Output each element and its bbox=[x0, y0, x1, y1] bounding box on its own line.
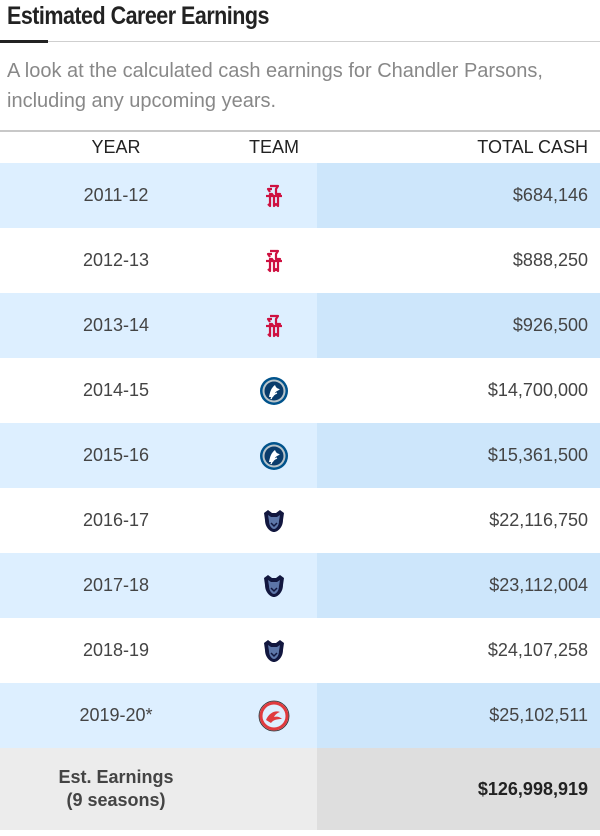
rockets-logo-icon bbox=[258, 180, 290, 212]
rockets-logo-icon bbox=[258, 245, 290, 277]
year-cell: 2015-16 bbox=[82, 445, 150, 465]
table-row: 2019-20* $25,102,511 bbox=[0, 683, 600, 748]
page-title: Estimated Career Earnings bbox=[7, 2, 269, 30]
table-header: YEAR TEAM TOTAL CASH bbox=[0, 130, 600, 163]
footer-total: $126,998,919 bbox=[317, 748, 600, 830]
year-cell: 2014-15 bbox=[82, 380, 150, 400]
team-cell bbox=[232, 358, 316, 423]
team-cell bbox=[232, 553, 316, 618]
table-row: 2017-18 $23,112,004 bbox=[0, 553, 600, 618]
total-cash-cell: $22,116,750 bbox=[489, 510, 588, 530]
footer-label: Est. Earnings (9 seasons) bbox=[0, 748, 232, 830]
table-footer-row: Est. Earnings (9 seasons) $126,998,919 bbox=[0, 748, 600, 830]
total-cash-cell: $24,107,258 bbox=[487, 640, 588, 660]
footer-label-line1: Est. Earnings bbox=[58, 767, 174, 787]
year-cell: 2013-14 bbox=[82, 315, 150, 335]
table-row: 2016-17 $22,116,750 bbox=[0, 488, 600, 553]
total-cash-cell: $684,146 bbox=[317, 163, 600, 228]
team-cell bbox=[232, 618, 316, 683]
footer-label-line2: (9 seasons) bbox=[66, 790, 166, 810]
page-subtitle: A look at the calculated cash earnings f… bbox=[7, 60, 543, 112]
mavericks-logo-icon bbox=[258, 440, 290, 472]
mavericks-logo-icon bbox=[258, 375, 290, 407]
team-cell bbox=[232, 683, 316, 748]
table-body: 2011-12 $684,146 2012-13 $888,250 2013-14 $92… bbox=[0, 163, 600, 748]
year-cell: 2017-18 bbox=[82, 575, 150, 595]
total-cash-cell: $15,361,500 bbox=[317, 423, 600, 488]
total-cash-cell: $23,112,004 bbox=[317, 553, 600, 618]
grizzlies-logo-icon bbox=[258, 635, 290, 667]
team-cell bbox=[232, 488, 316, 553]
footer-team-cell bbox=[232, 748, 316, 830]
column-header-team[interactable]: TEAM bbox=[248, 137, 299, 157]
year-cell: 2011-12 bbox=[83, 185, 149, 205]
year-cell: 2018-19 bbox=[82, 640, 150, 660]
table-row: 2011-12 $684,146 bbox=[0, 163, 600, 228]
hawks-logo-icon bbox=[258, 700, 290, 732]
table-row: 2018-19 $24,107,258 bbox=[0, 618, 600, 683]
total-cash-cell: $14,700,000 bbox=[487, 380, 588, 400]
team-cell bbox=[232, 293, 316, 358]
team-cell bbox=[232, 228, 316, 293]
table-row: 2015-16 $15,361,500 bbox=[0, 423, 600, 488]
total-cash-cell: $888,250 bbox=[512, 250, 588, 270]
title-divider bbox=[0, 41, 600, 42]
table-row: 2013-14 $926,500 bbox=[0, 293, 600, 358]
year-cell: 2012-13 bbox=[82, 250, 150, 270]
table-row: 2012-13 $888,250 bbox=[0, 228, 600, 293]
rockets-logo-icon bbox=[258, 310, 290, 342]
team-cell bbox=[232, 163, 316, 228]
grizzlies-logo-icon bbox=[258, 505, 290, 537]
earnings-table: YEAR TEAM TOTAL CASH 2011-12 $684,146 2012… bbox=[0, 130, 600, 830]
table-row: 2014-15 $14,700,000 bbox=[0, 358, 600, 423]
team-cell bbox=[232, 423, 316, 488]
year-cell: 2016-17 bbox=[82, 510, 150, 530]
title-accent-bar bbox=[0, 40, 48, 43]
column-header-total-cash[interactable]: TOTAL CASH bbox=[477, 137, 588, 157]
year-cell: 2019-20* bbox=[79, 705, 153, 725]
total-cash-cell: $926,500 bbox=[317, 293, 600, 358]
total-cash-cell: $25,102,511 bbox=[317, 683, 600, 748]
grizzlies-logo-icon bbox=[258, 570, 290, 602]
column-header-year[interactable]: YEAR bbox=[91, 137, 141, 157]
